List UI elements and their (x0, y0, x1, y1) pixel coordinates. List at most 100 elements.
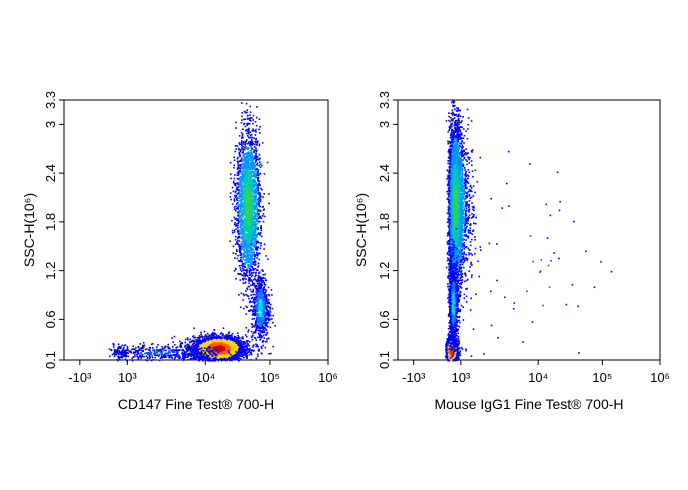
event-point (236, 338, 238, 341)
event-point (204, 343, 207, 345)
event-point (255, 343, 257, 345)
event-point (198, 335, 201, 337)
event-point (220, 337, 223, 339)
event-point (213, 329, 216, 331)
event-point (244, 350, 247, 352)
event-point (229, 339, 231, 341)
event-point (206, 353, 209, 355)
event-point (192, 335, 195, 337)
event-point (241, 270, 243, 273)
event-point (213, 333, 216, 335)
event-point (217, 336, 219, 339)
event-point (200, 340, 203, 343)
event-point (238, 205, 240, 207)
event-point (257, 265, 260, 267)
event-point (227, 355, 229, 358)
event-point (233, 345, 235, 348)
event-point (246, 181, 249, 183)
event-point (219, 349, 222, 351)
event-point (256, 257, 258, 259)
event-point (206, 332, 209, 335)
event-point (209, 348, 212, 350)
event-point (205, 344, 208, 346)
event-point (185, 347, 187, 350)
event-point (244, 348, 247, 351)
event-point (212, 333, 215, 336)
event-point (251, 350, 253, 352)
event-point (246, 268, 248, 271)
event-point (180, 346, 182, 349)
event-point (198, 342, 200, 344)
event-point (241, 337, 243, 339)
event-point (239, 339, 242, 342)
event-point (206, 336, 208, 338)
event-point (223, 344, 226, 347)
event-point (244, 346, 246, 349)
event-point (243, 350, 246, 352)
event-point (242, 258, 245, 261)
event-point (239, 269, 242, 271)
left-density-plot: -10³ 10³ 10⁴ 10⁵ 10⁶ 0.10.61.21.82.433.3 CD1… (21, 91, 338, 412)
event-point (241, 345, 244, 348)
event-point (237, 156, 239, 159)
event-point (195, 350, 198, 352)
event-point (237, 342, 239, 344)
event-point (191, 349, 194, 352)
event-point (246, 354, 249, 357)
event-point (234, 150, 236, 153)
event-point (202, 346, 204, 349)
event-point (237, 222, 239, 225)
event-point (209, 359, 212, 362)
event-point (222, 350, 224, 353)
event-point (252, 279, 255, 281)
event-point (230, 342, 233, 345)
event-point (247, 342, 249, 345)
event-point (196, 336, 199, 339)
event-point (234, 194, 236, 197)
event-point (258, 128, 260, 131)
event-point (224, 355, 227, 357)
event-point (194, 346, 196, 348)
event-point (179, 345, 181, 348)
event-point (224, 358, 226, 360)
event-point (258, 182, 260, 185)
event-point (236, 332, 239, 334)
event-point (226, 359, 229, 361)
event-point (251, 353, 253, 356)
event-point (190, 341, 192, 343)
event-point (204, 339, 207, 342)
event-point (189, 341, 192, 343)
event-point (233, 339, 235, 342)
event-point (238, 189, 241, 191)
event-point (205, 338, 207, 340)
event-point (259, 198, 262, 201)
event-point (235, 342, 237, 344)
event-point (225, 338, 228, 341)
event-point (245, 290, 247, 292)
event-point (240, 346, 242, 348)
event-point (189, 348, 191, 351)
event-point (227, 336, 230, 339)
event-point (221, 356, 223, 359)
event-point (238, 199, 240, 202)
event-point (198, 357, 201, 360)
event-point (192, 350, 194, 353)
event-point (217, 345, 220, 348)
event-point (250, 158, 252, 160)
event-point (234, 145, 237, 147)
event-point (215, 348, 217, 351)
event-point (241, 135, 244, 137)
event-point (238, 340, 240, 342)
event-point (255, 357, 258, 360)
event-point (251, 141, 254, 143)
event-point (209, 343, 211, 346)
event-point (252, 281, 254, 284)
event-point (221, 354, 223, 356)
event-point (240, 349, 243, 351)
event-point (201, 353, 203, 356)
event-point (259, 199, 261, 202)
event-point (238, 343, 241, 345)
event-point (254, 263, 257, 266)
event-point (241, 194, 244, 196)
event-point (248, 282, 250, 285)
